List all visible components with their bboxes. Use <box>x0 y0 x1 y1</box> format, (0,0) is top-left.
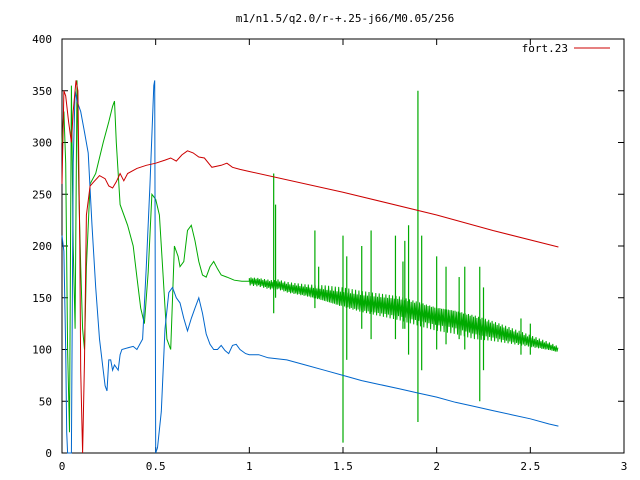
x-tick-label: 2 <box>433 460 440 473</box>
x-tick-label: 2.5 <box>520 460 540 473</box>
series-line-1 <box>61 80 559 433</box>
chart-title: m1/n1.5/q2.0/r-+.25-j66/M0.05/256 <box>236 12 455 25</box>
series-layer <box>61 80 559 454</box>
x-tick-label: 1 <box>246 460 253 473</box>
y-tick-label: 50 <box>39 395 52 408</box>
x-tick-label: 3 <box>621 460 628 473</box>
legend: fort.23 <box>522 42 610 55</box>
series-line-0 <box>61 80 559 454</box>
y-tick-label: 150 <box>32 292 52 305</box>
series-line-2 <box>61 80 559 454</box>
x-tick-label: 0 <box>59 460 66 473</box>
x-axis: 0 0.5 1 1.5 2 2.5 3 <box>59 39 628 473</box>
x-tick-label: 1.5 <box>333 460 353 473</box>
y-tick-label: 300 <box>32 137 52 150</box>
legend-label: fort.23 <box>522 42 568 55</box>
y-tick-label: 0 <box>45 447 52 460</box>
y-tick-label: 250 <box>32 188 52 201</box>
y-tick-label: 400 <box>32 33 52 46</box>
y-tick-label: 200 <box>32 240 52 253</box>
y-tick-label: 350 <box>32 85 52 98</box>
y-tick-label: 100 <box>32 344 52 357</box>
y-axis: 0 50 100 150 200 250 300 350 400 <box>32 33 624 460</box>
x-tick-label: 0.5 <box>146 460 166 473</box>
